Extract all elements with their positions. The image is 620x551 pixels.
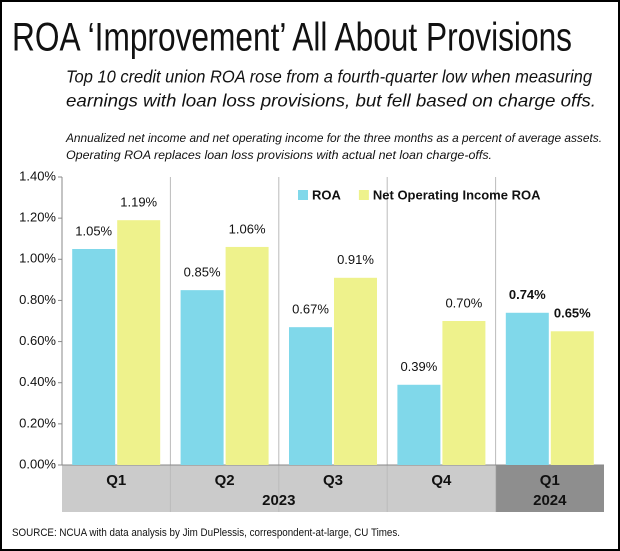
y-tick-label: 1.40% [19, 168, 56, 183]
bar [505, 312, 549, 465]
bar [550, 331, 594, 465]
x-tick-label: Q1 [106, 472, 126, 489]
bar [180, 290, 224, 465]
subtitle: earnings with loan loss provisions, but … [66, 91, 596, 111]
bar [225, 246, 269, 465]
bar [72, 249, 116, 465]
bar [442, 321, 486, 465]
data-label: 0.67% [292, 302, 329, 317]
legend-swatch [358, 190, 369, 200]
bar [334, 277, 377, 465]
data-label: 0.74% [509, 287, 546, 302]
data-label: 0.39% [400, 359, 437, 374]
note: Operating ROA replaces loan loss provisi… [66, 148, 492, 162]
chart-title: ROA ‘Improvement’ All About Provisions [12, 16, 572, 60]
legend-label: Net Operating Income ROA [373, 187, 541, 202]
y-tick-label: 1.20% [19, 210, 56, 225]
category-band [495, 465, 604, 512]
x-tick-label: Q4 [431, 472, 452, 489]
legend-label: ROA [312, 187, 342, 202]
subtitle: Top 10 credit union ROA rose from a four… [66, 67, 592, 87]
bar [289, 327, 332, 465]
data-label: 1.06% [229, 221, 266, 236]
x-tick-label: Q3 [323, 472, 343, 489]
y-tick-label: 0.40% [19, 374, 56, 389]
data-label: 0.70% [445, 295, 482, 310]
y-tick-label: 0.60% [19, 333, 56, 348]
data-label: 1.19% [120, 195, 157, 210]
y-tick-label: 0.20% [19, 415, 56, 430]
x-tick-label: Q2 [215, 472, 235, 489]
y-tick-label: 1.00% [19, 251, 56, 266]
bar [397, 384, 441, 465]
legend-swatch [298, 190, 308, 200]
data-label: 0.85% [184, 265, 221, 280]
source: SOURCE: NCUA with data analysis by Jim D… [12, 527, 400, 539]
x-tick-label: Q1 [540, 472, 560, 489]
data-label: 0.65% [554, 306, 591, 321]
data-label: 1.05% [75, 223, 112, 238]
y-tick-label: 0.00% [19, 456, 56, 471]
data-label: 0.91% [337, 252, 374, 267]
group-label: 2024 [533, 492, 567, 509]
bar [117, 220, 161, 465]
note: Annualized net income and net operating … [65, 131, 602, 145]
y-tick-label: 0.80% [19, 292, 56, 307]
